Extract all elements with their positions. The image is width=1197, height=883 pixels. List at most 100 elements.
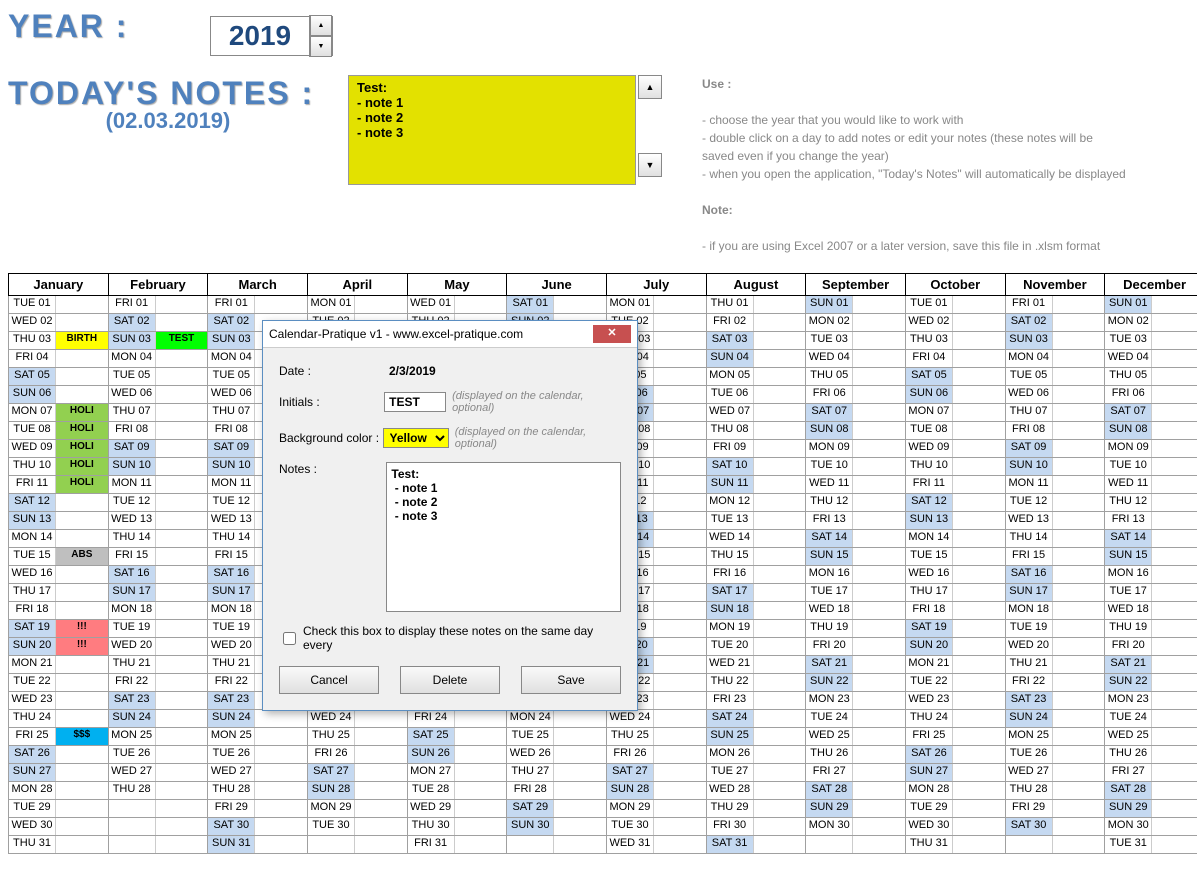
day-cell[interactable]: WED 23 [9, 692, 109, 710]
day-cell[interactable]: MON 07HOLI [9, 404, 109, 422]
day-cell[interactable]: SAT 19!!! [9, 620, 109, 638]
day-cell[interactable]: WED 13 [1005, 512, 1105, 530]
day-cell[interactable]: WED 24 [606, 710, 706, 728]
day-cell[interactable]: SUN 29 [1105, 800, 1197, 818]
day-cell[interactable]: FRI 27 [1105, 764, 1197, 782]
day-cell[interactable]: MON 04 [108, 350, 208, 368]
cancel-button[interactable]: Cancel [279, 666, 379, 694]
day-cell[interactable]: SAT 19 [905, 620, 1005, 638]
day-cell[interactable]: MON 05 [706, 368, 806, 386]
day-cell[interactable]: WED 01 [407, 296, 507, 314]
day-cell[interactable]: THU 30 [407, 818, 507, 836]
day-cell[interactable]: WED 16 [9, 566, 109, 584]
day-cell[interactable]: SUN 27 [905, 764, 1005, 782]
day-cell[interactable]: TUE 10 [1105, 458, 1197, 476]
day-cell[interactable]: FRI 08 [1005, 422, 1105, 440]
day-cell[interactable]: MON 19 [706, 620, 806, 638]
day-cell[interactable]: FRI 26 [606, 746, 706, 764]
day-cell[interactable]: SUN 24 [208, 710, 308, 728]
day-cell[interactable]: WED 11 [806, 476, 906, 494]
day-cell[interactable]: WED 02 [9, 314, 109, 332]
day-cell[interactable]: TUE 31 [1105, 836, 1197, 854]
day-cell[interactable]: SUN 06 [9, 386, 109, 404]
day-cell[interactable]: WED 20 [1005, 638, 1105, 656]
day-cell[interactable]: MON 07 [905, 404, 1005, 422]
day-cell[interactable]: WED 14 [706, 530, 806, 548]
day-cell[interactable]: SAT 05 [905, 368, 1005, 386]
day-cell[interactable]: TUE 27 [706, 764, 806, 782]
day-cell[interactable]: FRI 06 [1105, 386, 1197, 404]
day-cell[interactable] [1005, 836, 1105, 854]
day-cell[interactable]: TUE 22 [9, 674, 109, 692]
day-cell[interactable]: WED 18 [1105, 602, 1197, 620]
day-cell[interactable]: MON 24 [507, 710, 607, 728]
day-cell[interactable]: TUE 12 [108, 494, 208, 512]
day-cell[interactable]: SUN 22 [1105, 674, 1197, 692]
day-cell[interactable]: WED 04 [806, 350, 906, 368]
day-cell[interactable]: TUE 29 [9, 800, 109, 818]
day-cell[interactable]: FRI 13 [1105, 512, 1197, 530]
day-cell[interactable]: FRI 09 [706, 440, 806, 458]
day-cell[interactable]: TUE 10 [806, 458, 906, 476]
day-cell[interactable]: WED 30 [905, 818, 1005, 836]
day-cell[interactable]: THU 21 [108, 656, 208, 674]
day-cell[interactable]: SAT 09 [1005, 440, 1105, 458]
day-cell[interactable]: SUN 18 [706, 602, 806, 620]
day-cell[interactable]: SUN 11 [706, 476, 806, 494]
day-cell[interactable]: SUN 25 [706, 728, 806, 746]
day-cell[interactable]: SUN 03 [1005, 332, 1105, 350]
day-cell[interactable]: MON 01 [606, 296, 706, 314]
day-cell[interactable]: THU 22 [706, 674, 806, 692]
day-cell[interactable]: TUE 05 [1005, 368, 1105, 386]
day-cell[interactable]: WED 26 [507, 746, 607, 764]
day-cell[interactable]: SAT 07 [1105, 404, 1197, 422]
day-cell[interactable]: SAT 23 [1005, 692, 1105, 710]
day-cell[interactable]: WED 09HOLI [9, 440, 109, 458]
day-cell[interactable]: THU 28 [208, 782, 308, 800]
day-cell[interactable]: SAT 25 [407, 728, 507, 746]
day-cell[interactable]: TUE 01 [905, 296, 1005, 314]
day-cell[interactable]: FRI 22 [108, 674, 208, 692]
day-cell[interactable]: TUE 22 [905, 674, 1005, 692]
day-cell[interactable]: SAT 26 [9, 746, 109, 764]
day-cell[interactable]: THU 27 [507, 764, 607, 782]
day-cell[interactable]: THU 24 [9, 710, 109, 728]
day-cell[interactable] [108, 800, 208, 818]
day-cell[interactable]: FRI 11HOLI [9, 476, 109, 494]
day-cell[interactable]: MON 09 [806, 440, 906, 458]
day-cell[interactable]: FRI 02 [706, 314, 806, 332]
notes-textarea[interactable] [386, 462, 621, 612]
day-cell[interactable]: SUN 22 [806, 674, 906, 692]
day-cell[interactable]: MON 26 [706, 746, 806, 764]
day-cell[interactable]: TUE 17 [1105, 584, 1197, 602]
day-cell[interactable]: SUN 10 [1005, 458, 1105, 476]
day-cell[interactable]: SAT 17 [706, 584, 806, 602]
day-cell[interactable]: WED 30 [9, 818, 109, 836]
day-cell[interactable]: FRI 11 [905, 476, 1005, 494]
day-cell[interactable]: TUE 08 [905, 422, 1005, 440]
day-cell[interactable]: THU 25 [606, 728, 706, 746]
initials-input[interactable] [384, 392, 446, 412]
day-cell[interactable]: THU 15 [706, 548, 806, 566]
day-cell[interactable]: SUN 04 [706, 350, 806, 368]
day-cell[interactable]: FRI 18 [9, 602, 109, 620]
day-cell[interactable]: TUE 15 [905, 548, 1005, 566]
day-cell[interactable]: THU 28 [108, 782, 208, 800]
day-cell[interactable]: MON 16 [806, 566, 906, 584]
day-cell[interactable]: TUE 24 [806, 710, 906, 728]
notes-scroll-down-icon[interactable]: ▼ [638, 153, 662, 177]
day-cell[interactable]: FRI 25 [905, 728, 1005, 746]
day-cell[interactable]: WED 23 [905, 692, 1005, 710]
day-cell[interactable] [507, 836, 607, 854]
day-cell[interactable]: FRI 30 [706, 818, 806, 836]
day-cell[interactable]: SUN 24 [1005, 710, 1105, 728]
day-cell[interactable]: WED 09 [905, 440, 1005, 458]
notes-scroll-up-icon[interactable]: ▲ [638, 75, 662, 99]
day-cell[interactable]: THU 07 [1005, 404, 1105, 422]
day-cell[interactable]: MON 12 [706, 494, 806, 512]
day-cell[interactable]: THU 05 [806, 368, 906, 386]
day-cell[interactable]: TUE 05 [108, 368, 208, 386]
day-cell[interactable]: SAT 24 [706, 710, 806, 728]
day-cell[interactable]: TUE 15ABS [9, 548, 109, 566]
day-cell[interactable]: FRI 16 [706, 566, 806, 584]
